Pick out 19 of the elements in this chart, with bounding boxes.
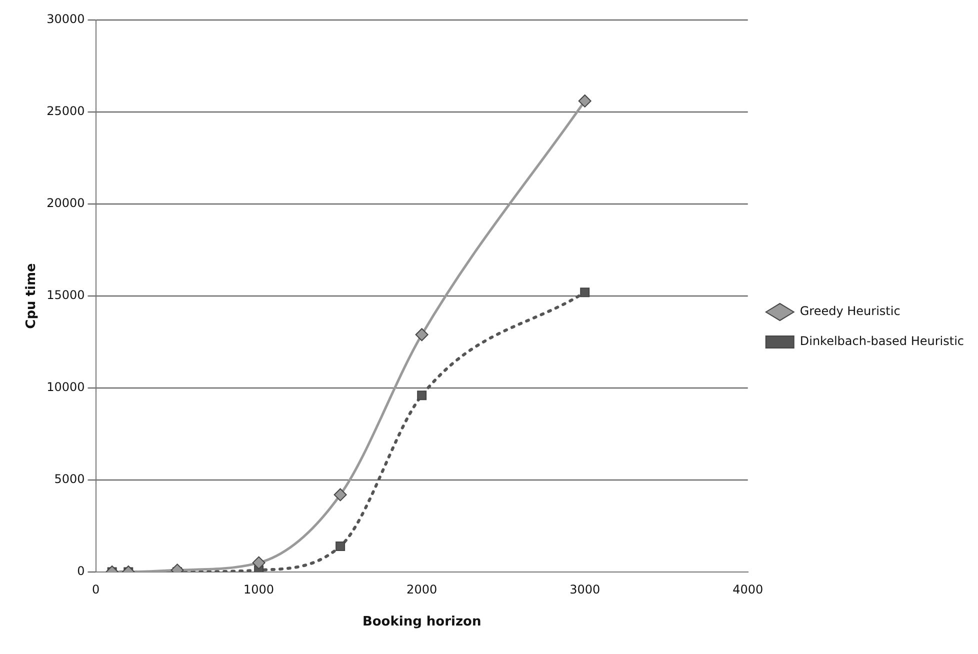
point <box>417 390 427 400</box>
y-tick-label: 20000 <box>46 196 85 210</box>
y-tick-label: 10000 <box>46 380 85 394</box>
y-tick-label: 25000 <box>46 104 85 118</box>
x-tick-label: 4000 <box>732 582 764 596</box>
x-tick-label: 2000 <box>406 582 438 596</box>
x-tick-label: 3000 <box>570 582 600 596</box>
x-axis-title: Booking horizon <box>362 614 482 630</box>
x-tick-label: 0 <box>92 582 100 596</box>
y-tick-label: 5000 <box>54 472 85 486</box>
legend-label: Dinkelbach-based Heuristic <box>800 334 964 348</box>
point <box>415 328 428 342</box>
legend-label: Greedy Heuristic <box>800 304 900 318</box>
y-tick-label: 30000 <box>46 12 85 26</box>
x-tick-label: 1000 <box>244 582 274 596</box>
point <box>580 288 590 298</box>
y-axis-title: Cpu time <box>24 262 40 329</box>
y-tick-label: 15000 <box>46 288 85 302</box>
y-tick-label: 0 <box>77 564 85 578</box>
